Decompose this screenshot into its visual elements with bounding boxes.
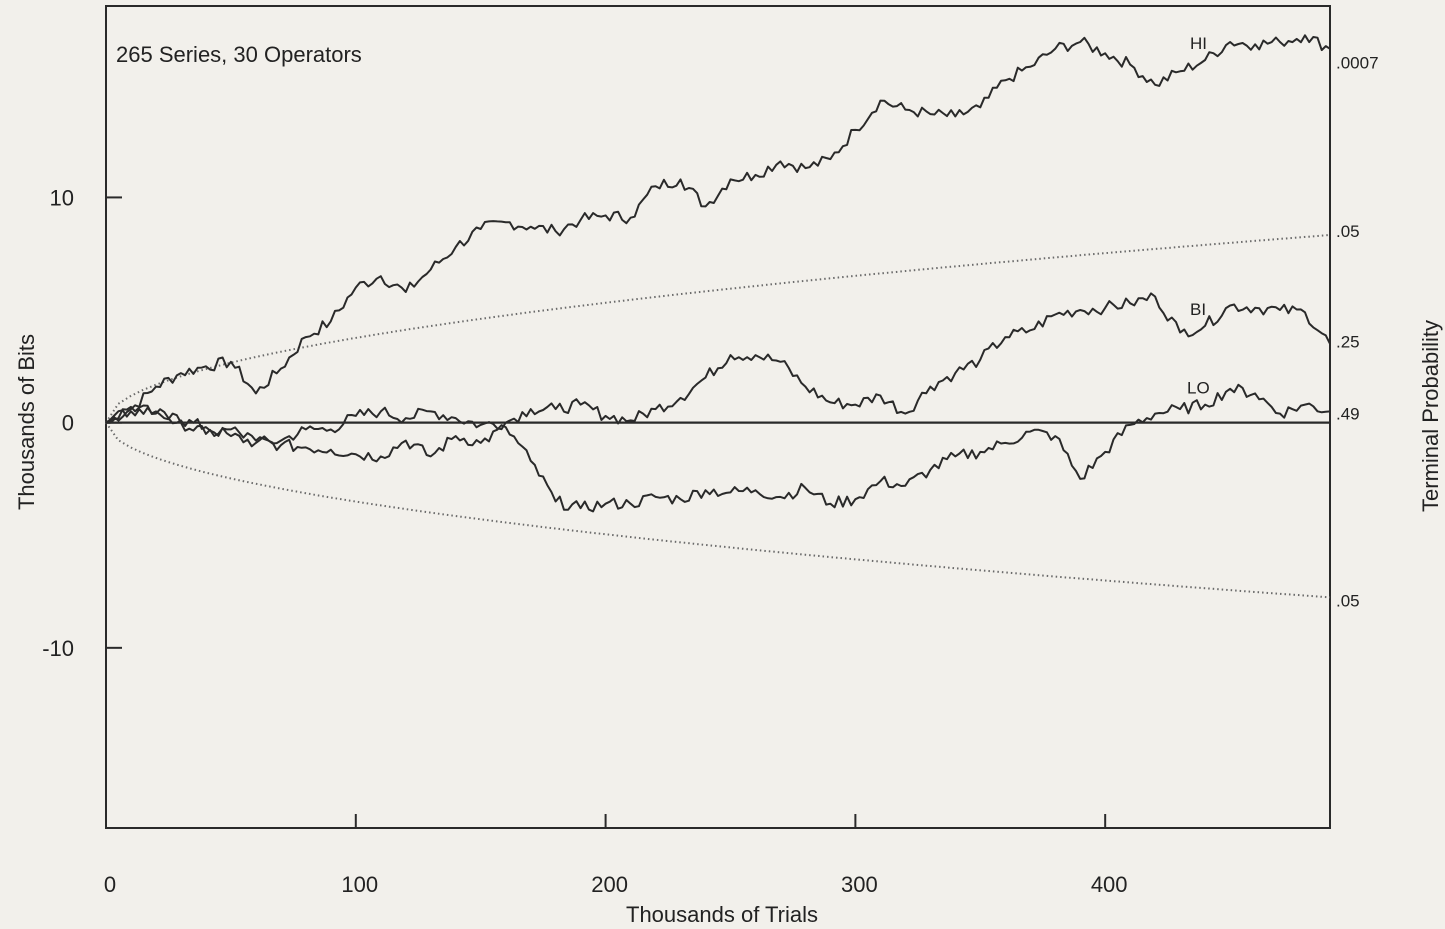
terminal-probability-label: .25 [1336, 333, 1360, 352]
terminal-probability-label: .05 [1336, 222, 1360, 241]
terminal-probability-label: .0007 [1336, 53, 1379, 72]
y-axis-title: Thousands of Bits [14, 334, 39, 510]
x-tick-label: 300 [841, 872, 878, 897]
upper-envelope [106, 235, 1330, 423]
x-tick-label: 0 [104, 872, 116, 897]
y-tick-label: -10 [42, 636, 74, 661]
tick-layer: 100-100 100 200 300 400 [42, 185, 1127, 897]
series-label-lo: LO [1187, 379, 1210, 398]
envelope-layer [106, 235, 1330, 597]
series-label-bi: BI [1190, 300, 1206, 319]
series-line-lo [106, 385, 1330, 512]
lower-envelope [106, 423, 1330, 598]
terminal-probability-label: .05 [1336, 592, 1360, 611]
series-layer [106, 35, 1330, 511]
series-label-hi: HI [1190, 34, 1207, 53]
x-axis-title: Thousands of Trials [626, 902, 818, 927]
y2-axis-title: Terminal Probability [1418, 320, 1443, 512]
plot-frame [106, 6, 1330, 828]
terminal-probability-label: .49 [1336, 405, 1360, 424]
chart-annotation: 265 Series, 30 Operators [116, 42, 362, 67]
y-tick-label: 10 [50, 185, 74, 210]
series-line-hi [106, 35, 1330, 422]
x-tick-label: 200 [591, 872, 628, 897]
y-tick-label: 0 [62, 411, 74, 436]
x-tick-label: 400 [1091, 872, 1128, 897]
x-tick-label: 100 [341, 872, 378, 897]
